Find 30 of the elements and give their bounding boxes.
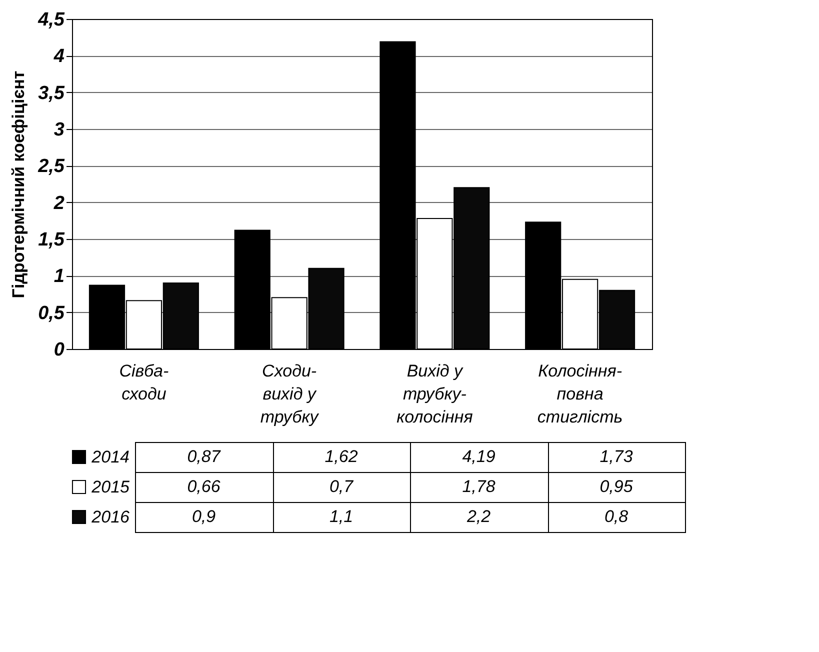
- y-tick-label: 3: [54, 120, 65, 140]
- data-label: 0,9: [192, 507, 216, 526]
- data-label: 0,66: [187, 477, 221, 496]
- data-label: 0,87: [187, 447, 221, 466]
- data-label: 1,78: [462, 477, 496, 496]
- data-label: 1,73: [600, 447, 634, 466]
- data-label: 1,1: [329, 507, 354, 526]
- y-tick-label: 2,5: [37, 156, 65, 178]
- x-tick-label: Вихід у трубку-колосіння: [396, 362, 473, 426]
- data-label: 1,62: [324, 447, 358, 466]
- y-axis-title: Гідротермічний коефіцієнт: [9, 70, 28, 298]
- y-tick-label: 4,5: [37, 10, 65, 30]
- legend-label: 2014: [90, 448, 130, 466]
- data-label: 0,8: [604, 507, 629, 526]
- y-tick-label: 2: [52, 192, 65, 214]
- y-tick-label: 0: [54, 340, 65, 360]
- legend-label: 2015: [90, 478, 130, 496]
- y-tick-label: 3,5: [38, 82, 65, 104]
- x-tick-label: Колосіння-повна стиглість: [537, 362, 623, 426]
- y-tick-label: 0,5: [38, 302, 65, 324]
- x-tick-label: Сходи-вихід у трубку: [260, 362, 320, 426]
- y-tick-label: 1: [54, 266, 64, 288]
- legend-label: 2016: [90, 508, 130, 526]
- data-label: 0,7: [329, 477, 354, 496]
- data-label: 4,19: [462, 447, 496, 466]
- data-label: 2,2: [466, 507, 492, 526]
- y-tick-label: 4: [52, 46, 65, 68]
- data-label: 0,95: [600, 477, 634, 496]
- x-tick-label: Сівба-сходи: [119, 362, 169, 404]
- y-tick-label: 1,5: [38, 230, 65, 250]
